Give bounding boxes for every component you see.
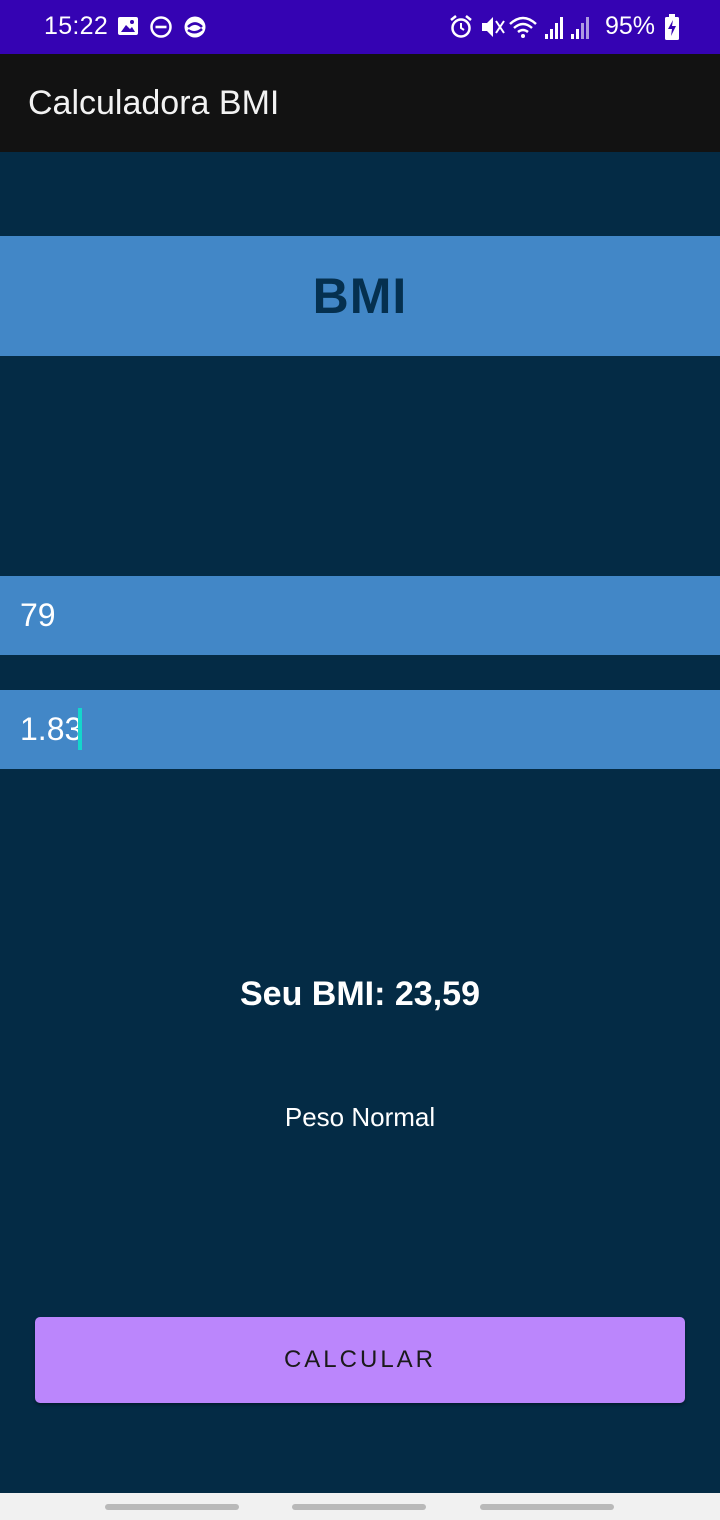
nav-back-handle[interactable] [480, 1504, 614, 1510]
status-right-icons [450, 15, 589, 39]
battery-charging-icon [665, 14, 679, 40]
weight-field [0, 576, 720, 655]
do-not-disturb-icon [150, 16, 172, 38]
text-cursor [78, 708, 82, 750]
status-time: 15:22 [44, 12, 109, 40]
mute-icon [482, 17, 505, 37]
status-left-icons [118, 16, 206, 38]
gallery-icon [118, 17, 138, 35]
height-field [0, 690, 720, 769]
nav-home-handle[interactable] [292, 1504, 426, 1510]
signal-icon [545, 17, 563, 39]
alarm-icon [450, 15, 472, 38]
signal-icon [571, 17, 589, 39]
wifi-icon [509, 16, 537, 38]
header-title: BMI [312, 268, 408, 324]
height-input[interactable] [0, 690, 720, 769]
bmi-category: Peso Normal [284, 1102, 436, 1132]
header-band: BMI [0, 236, 720, 356]
app-bar: Calculadora BMI [0, 54, 720, 152]
navigation-bar [0, 1493, 720, 1520]
battery-percent: 95% [605, 12, 656, 40]
sync-app-icon [184, 16, 206, 38]
weight-input[interactable] [0, 576, 720, 655]
calculate-button[interactable]: CALCULAR [35, 1317, 685, 1403]
bmi-result: Seu BMI: 23,59 [240, 975, 480, 1013]
status-bar: 15:22 [0, 0, 720, 54]
app-title: Calculadora BMI [28, 84, 280, 122]
nav-recents-handle[interactable] [105, 1504, 239, 1510]
